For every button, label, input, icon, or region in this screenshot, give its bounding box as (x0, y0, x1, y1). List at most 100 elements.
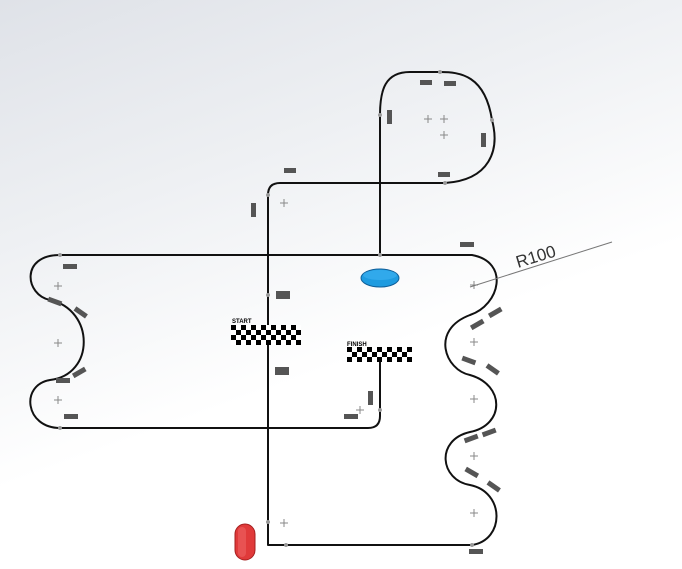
red-puck[interactable] (234, 523, 256, 561)
flag-square (296, 330, 301, 335)
marker-block (438, 172, 450, 177)
marker-block (481, 427, 497, 438)
flag-square (266, 340, 271, 345)
flag-square (402, 347, 407, 352)
marker-block (469, 549, 483, 554)
flag-square (281, 330, 286, 335)
flag-square (266, 335, 271, 340)
flag-square (392, 352, 397, 357)
flag-square (236, 340, 241, 345)
flag-square (407, 352, 412, 357)
flag-square (286, 335, 291, 340)
flag-square (241, 335, 246, 340)
flag-square (261, 335, 266, 340)
flag-square (266, 330, 271, 335)
flag-square (407, 357, 412, 362)
marker-block (275, 367, 289, 375)
flag-square (387, 357, 392, 362)
marker-block (481, 133, 486, 147)
construction-cross (356, 406, 364, 414)
blue-puck[interactable] (360, 268, 400, 288)
flag-square (256, 330, 261, 335)
flag-square (382, 352, 387, 357)
flag-square (271, 340, 276, 345)
flag-square (377, 357, 382, 362)
marker-block (284, 168, 296, 173)
flag-square (291, 335, 296, 340)
flag-square (372, 347, 377, 352)
flag-square (241, 330, 246, 335)
flag-square (291, 340, 296, 345)
flag-square (286, 325, 291, 330)
marker-block (47, 296, 63, 307)
construction-cross (470, 395, 478, 403)
construction-points (54, 115, 478, 527)
start-label: START (232, 319, 252, 325)
flag-square (296, 340, 301, 345)
vertex-points (58, 70, 494, 547)
construction-cross (280, 519, 288, 527)
flag-square (281, 340, 286, 345)
flag-square (246, 335, 251, 340)
marker-block (56, 378, 70, 383)
construction-cross (440, 115, 448, 123)
flag-square (261, 330, 266, 335)
flag-square (251, 335, 256, 340)
finish-label: FINISH (347, 342, 367, 348)
flag-square (246, 325, 251, 330)
flag-square (392, 357, 397, 362)
left-loop-path (29, 254, 381, 429)
flag-square (261, 340, 266, 345)
flag-square (246, 330, 251, 335)
flag-square (377, 347, 382, 352)
marker-block (276, 291, 290, 299)
track-lines (29, 71, 498, 546)
flag-square (352, 352, 357, 357)
flag-square (397, 352, 402, 357)
marker-block (73, 306, 88, 319)
flag-square (236, 325, 241, 330)
flag-square (362, 357, 367, 362)
flag-square (347, 357, 352, 362)
flag-square (241, 340, 246, 345)
flag-square (367, 357, 372, 362)
marker-block (485, 363, 500, 376)
flag-square (362, 352, 367, 357)
flag-square (236, 335, 241, 340)
marker-block (251, 203, 256, 217)
construction-cross (440, 131, 448, 139)
flag-square (231, 330, 236, 335)
flag-square (397, 347, 402, 352)
marker-block (63, 264, 77, 269)
flag-square (407, 347, 412, 352)
flag-square (402, 352, 407, 357)
construction-cross (470, 338, 478, 346)
flag-square (276, 335, 281, 340)
marker-block (487, 306, 503, 319)
flag-square (357, 352, 362, 357)
marker-block (420, 80, 432, 85)
flag-square (281, 325, 286, 330)
flag-square (256, 340, 261, 345)
flag-square (231, 340, 236, 345)
flag-square (231, 325, 236, 330)
flag-square (286, 330, 291, 335)
construction-cross (54, 396, 62, 404)
construction-cross (470, 509, 478, 517)
start-flag: START (231, 319, 301, 345)
flag-square (367, 347, 372, 352)
flag-square (397, 357, 402, 362)
marker-block (461, 355, 477, 366)
flag-square (251, 325, 256, 330)
flag-square (271, 325, 276, 330)
flag-square (246, 340, 251, 345)
marker-block (486, 480, 501, 493)
marker-block (387, 110, 392, 124)
flag-square (387, 347, 392, 352)
marker-block (368, 391, 373, 405)
marker-block (64, 414, 78, 419)
flag-square (382, 357, 387, 362)
dimension-leader-line (469, 241, 613, 288)
flag-square (372, 357, 377, 362)
